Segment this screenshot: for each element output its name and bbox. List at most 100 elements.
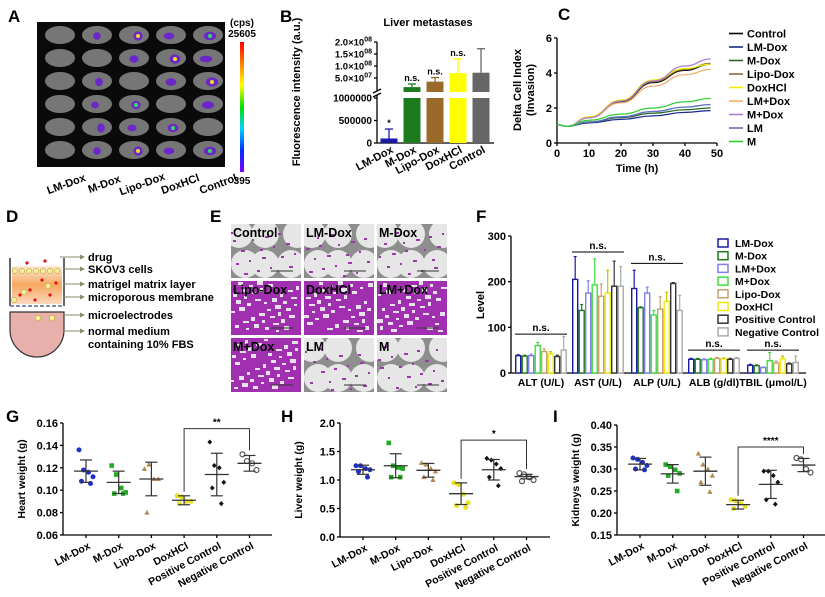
stained-cell: [399, 366, 402, 368]
y-tick-label: 0.5: [320, 504, 335, 516]
stained-cell: [330, 234, 334, 236]
unstained-gap: [380, 326, 383, 330]
stained-cell: [273, 246, 275, 248]
data-point: [493, 461, 499, 467]
tile-label: DoxHCl: [306, 283, 351, 297]
y-tick-label: 0.20: [591, 508, 612, 520]
significance-label: *: [387, 118, 391, 128]
unstained-gap: [401, 307, 405, 311]
signal-spot: [95, 77, 103, 87]
legend-label: Lipo-Dox: [735, 289, 781, 301]
unstained-gap: [255, 299, 261, 301]
y-tick-label: 0.16: [37, 418, 58, 430]
bar-lower: [449, 98, 467, 143]
data-point: [454, 503, 460, 509]
stained-cell: [348, 262, 352, 264]
data-point: [207, 439, 213, 445]
group-label: DoxHCl: [160, 172, 201, 197]
liver-organ: [45, 141, 75, 159]
micrograph-tile: LM+Dox: [377, 281, 447, 335]
bar: [670, 282, 677, 374]
y-tick-label: 1000000: [333, 94, 372, 105]
membrane-pore: [304, 224, 326, 248]
stained-cell: [395, 232, 399, 234]
colorbar-unit: (cps): [230, 18, 254, 29]
bar: [720, 358, 727, 374]
stained-cell: [360, 362, 364, 364]
legend-label: Positive Control: [735, 314, 816, 326]
panel-label-g: G: [6, 407, 19, 426]
significance-label: n.s.: [648, 252, 665, 263]
unstained-gap: [260, 288, 263, 292]
liver-organ: [193, 49, 223, 67]
drug-particle: [48, 293, 52, 297]
stained-cell: [367, 261, 370, 263]
unstained-gap: [283, 301, 287, 304]
panel-i-chart: 0.15 0.20 0.25 0.30 0.35 0.40 Kidneys weight (…: [570, 420, 825, 590]
stained-cell: [294, 253, 296, 255]
unstained-gap: [262, 320, 265, 323]
unstained-gap: [231, 380, 234, 382]
panel-e-images: Control LM-Dox M-Dox Lipo-Dox DoxHCl LM+Dox M+…: [231, 224, 447, 392]
unstained-gap: [377, 319, 383, 323]
x-tick-label: ALT (U/L): [518, 377, 564, 389]
unstained-gap: [359, 312, 365, 316]
legend-swatch: [717, 327, 729, 337]
bar: [604, 292, 611, 374]
micrograph-tile: Lipo-Dox: [231, 281, 301, 335]
unstained-gap: [235, 325, 239, 328]
unstained-gap: [341, 288, 347, 292]
microelectrode: [21, 289, 27, 295]
stained-cell: [334, 368, 337, 370]
y-tick-label: 0.10: [37, 485, 58, 497]
diagram-label: SKOV3 cells: [88, 264, 153, 276]
tick-mantissa: 1.5×10: [335, 50, 364, 61]
tick-mantissa: 2.0×10: [335, 38, 364, 49]
unstained-gap: [348, 309, 351, 311]
unstained-gap: [391, 329, 397, 332]
data-point: [635, 456, 640, 462]
bottom-chamber: [9, 311, 65, 358]
organ-shape: [45, 118, 75, 136]
unstained-gap: [327, 328, 333, 330]
significance-bracket: [460, 439, 527, 479]
bar: [753, 364, 760, 374]
diagram-label: microporous membrane: [88, 292, 214, 304]
data-point: [674, 488, 680, 494]
unstained-gap: [287, 352, 292, 356]
stained-cell: [339, 355, 343, 357]
x-tick-label: ALB (g/dl): [689, 377, 739, 389]
unstained-gap: [251, 354, 256, 358]
unstained-gap: [238, 282, 243, 285]
stained-cell: [403, 242, 405, 244]
signal-spot: [199, 55, 213, 63]
membrane-pore: [377, 364, 405, 392]
unstained-gap: [339, 306, 345, 308]
bar: [792, 361, 799, 374]
unstained-gap: [307, 322, 313, 325]
panel-a: (cps)25605 395 LM-Dox M-DoxLipo-DoxDoxHClCo…: [37, 18, 256, 198]
organ-shape: [193, 118, 223, 136]
significance-label: *: [492, 429, 496, 440]
unstained-gap: [441, 287, 447, 289]
stained-cell: [338, 244, 340, 246]
bar: [650, 314, 657, 374]
unstained-gap: [419, 281, 423, 285]
unstained-gap: [417, 299, 421, 301]
legend-swatch: [717, 301, 729, 312]
unstained-gap: [234, 387, 238, 389]
x-tick-label: ALP (U/L): [633, 377, 681, 389]
liver-organ: [82, 26, 112, 44]
data-point: [463, 504, 469, 510]
unstained-gap: [403, 289, 407, 292]
unstained-gap: [399, 325, 403, 327]
unstained-gap: [435, 323, 439, 325]
unstained-gap: [232, 355, 236, 358]
significance-label: n.s.: [589, 241, 606, 252]
bar: [727, 358, 734, 374]
arrow-head: [80, 328, 85, 334]
unstained-gap: [275, 305, 281, 309]
data-point: [451, 480, 457, 486]
stained-cell: [318, 348, 322, 350]
liver-organ: [45, 72, 75, 90]
